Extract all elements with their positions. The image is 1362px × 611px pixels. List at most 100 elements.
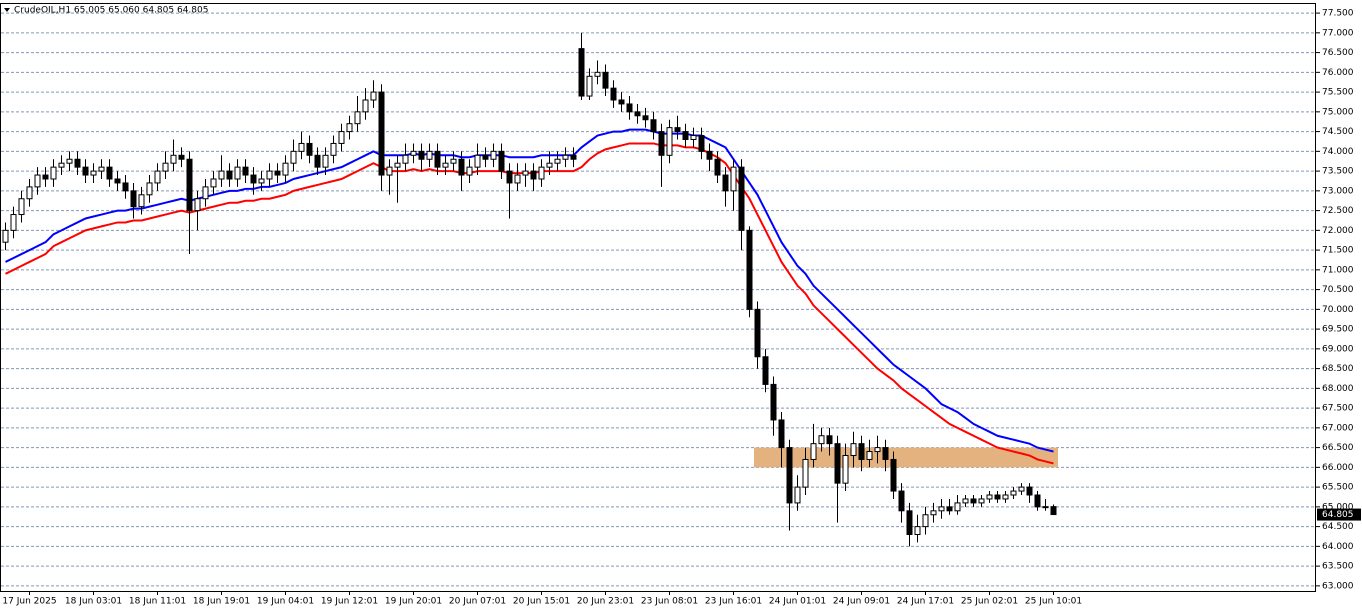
candle-body (530, 170, 537, 180)
candle-body (810, 443, 817, 460)
candle-body (426, 150, 433, 160)
x-tick-label: 18 Jun 19:01 (193, 597, 250, 607)
y-tick-label: 67.500 (1322, 404, 1354, 414)
candle-body (770, 383, 777, 421)
y-tick-label: 68.000 (1322, 384, 1354, 394)
candle-body (906, 510, 913, 536)
candle-body (706, 150, 713, 160)
candle-body (698, 135, 705, 152)
candle-body (210, 178, 217, 188)
candle-body (498, 150, 505, 172)
candle-body (802, 458, 809, 488)
x-tick-label: 19 Jun 20:01 (385, 597, 442, 607)
y-tick-label: 74.500 (1322, 127, 1354, 137)
candle-body (130, 190, 137, 208)
candle-body (730, 166, 737, 192)
candle-body (338, 131, 345, 144)
candle-body (202, 186, 209, 200)
candle-body (898, 490, 905, 512)
candle-body (826, 435, 833, 445)
candle-body (370, 91, 377, 101)
y-tick-label: 69.000 (1322, 344, 1354, 354)
candle-body (994, 494, 1001, 500)
candle-body (1018, 486, 1025, 492)
candle-body (538, 166, 545, 180)
candle-body (194, 198, 201, 212)
x-tick-label: 25 Jun 10:01 (1025, 597, 1082, 607)
y-tick-label: 76.500 (1322, 48, 1354, 58)
candle-body (594, 71, 601, 77)
candle-body (258, 178, 265, 184)
candle-body (642, 115, 649, 121)
candle-body (562, 154, 569, 160)
x-tick-label: 24 Jun 09:01 (833, 597, 890, 607)
candle-body (266, 170, 273, 180)
y-tick-label: 70.500 (1322, 285, 1354, 295)
candle-body (482, 154, 489, 160)
x-tick-label: 20 Jun 15:01 (513, 597, 570, 607)
candle-body (170, 154, 177, 164)
candle-body (978, 498, 985, 504)
candle-body (26, 186, 33, 200)
y-tick-label: 75.000 (1322, 107, 1354, 117)
x-tick-label: 20 Jun 23:01 (577, 597, 634, 607)
candle-body (682, 131, 689, 140)
y-tick-label: 70.000 (1322, 305, 1354, 315)
candle-body (218, 170, 225, 180)
candle-body (490, 150, 497, 160)
y-tick-label: 74.000 (1322, 147, 1354, 157)
candle-body (330, 142, 337, 156)
candle-body (674, 127, 681, 133)
candle-body (298, 142, 305, 152)
candle-body (386, 166, 393, 176)
candle-body (842, 455, 849, 484)
candle-body (42, 174, 49, 180)
candle-body (610, 87, 617, 101)
candle-body (882, 447, 889, 460)
y-tick-label: 68.500 (1322, 364, 1354, 374)
candle-body (466, 166, 473, 176)
y-tick-label: 77.000 (1322, 28, 1354, 38)
candle-body (58, 162, 65, 168)
candle-body (506, 170, 513, 184)
x-tick-label: 18 Jun 11:01 (129, 597, 186, 607)
candle-body (514, 174, 521, 184)
ma-line (5, 142, 1054, 465)
candle-body (1002, 494, 1009, 500)
candle-body (2, 229, 9, 243)
y-tick-label: 72.500 (1322, 206, 1354, 216)
candle-body (786, 447, 793, 504)
candle-body (10, 214, 17, 231)
plot-border (0, 3, 1316, 592)
candle-body (650, 119, 657, 133)
candle-body (418, 150, 425, 160)
y-tick-label: 77.500 (1322, 9, 1354, 19)
x-tick-label: 24 Jun 17:01 (897, 597, 954, 607)
candle-body (98, 166, 105, 172)
candle-body (746, 229, 753, 310)
y-tick-label: 66.000 (1322, 463, 1354, 473)
candle-body (34, 174, 41, 188)
candle-body (930, 510, 937, 516)
candle-body (442, 162, 449, 168)
y-tick-label: 75.500 (1322, 88, 1354, 98)
candle-body (738, 166, 745, 231)
candle-body (138, 194, 145, 208)
candle-body (50, 166, 57, 180)
candle-body (578, 48, 585, 97)
y-tick-label: 65.500 (1322, 483, 1354, 493)
candle-body (618, 99, 625, 105)
candle-body (274, 170, 281, 176)
candle-body (754, 308, 761, 358)
x-tick-label: 18 Jun 03:01 (65, 597, 122, 607)
candle-body (106, 166, 113, 180)
candle-body (1042, 506, 1049, 509)
x-tick-label: 19 Jun 12:01 (321, 597, 378, 607)
candle-body (162, 162, 169, 172)
candle-body (178, 154, 185, 160)
candle-body (474, 154, 481, 168)
candle-body (1050, 506, 1057, 516)
candle-body (866, 451, 873, 460)
candle-body (962, 498, 969, 504)
y-tick-label: 73.500 (1322, 167, 1354, 177)
